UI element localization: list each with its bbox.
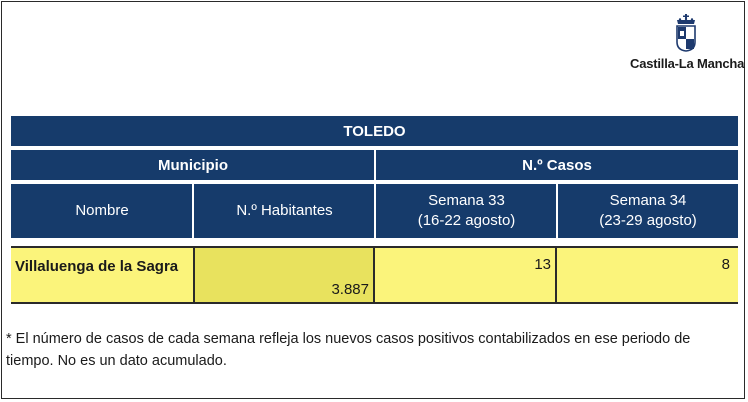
divider [374,150,376,180]
divider [192,184,194,238]
cell-nombre: Villaluenga de la Sagra [15,258,179,275]
cell-habitantes-value: 3.887 [331,281,369,298]
logo: Castilla-La Mancha [630,14,745,71]
coat-of-arms-icon [676,14,696,52]
divider [556,184,558,238]
header-municipio: Municipio [158,156,228,174]
header-semana-33-label: Semana 33 [428,192,505,209]
divider [374,184,376,238]
header-casos: N.º Casos [522,156,592,174]
header-semana-34-dates: (23-29 agosto) [599,212,697,229]
cell-habitantes: 3.887 [193,248,375,302]
cell-semana-33: 13 [375,248,557,302]
header-habitantes: N.º Habitantes [236,202,333,219]
header-semana-33-dates: (16-22 agosto) [417,212,516,229]
logo-text: Castilla-La Mancha [630,56,745,71]
table-title: TOLEDO [343,122,406,140]
column-header-row: Nombre N.º Habitantes Semana 33 (16-22 a… [11,184,738,238]
group-header-row: Municipio N.º Casos [11,150,738,182]
table-row: Villaluenga de la Sagra 3.887 13 8 [11,246,738,304]
header-semana-33: Semana 33 (16-22 agosto) [376,184,557,238]
header-nombre: Nombre [75,202,129,219]
table-title-row: TOLEDO [11,116,738,148]
header-semana-34-label: Semana 34 [609,192,687,209]
cell-semana-34: 8 [721,256,730,273]
header-semana-34: Semana 34 (23-29 agosto) [558,184,738,238]
footnote: * El número de casos de cada semana refl… [6,331,691,369]
